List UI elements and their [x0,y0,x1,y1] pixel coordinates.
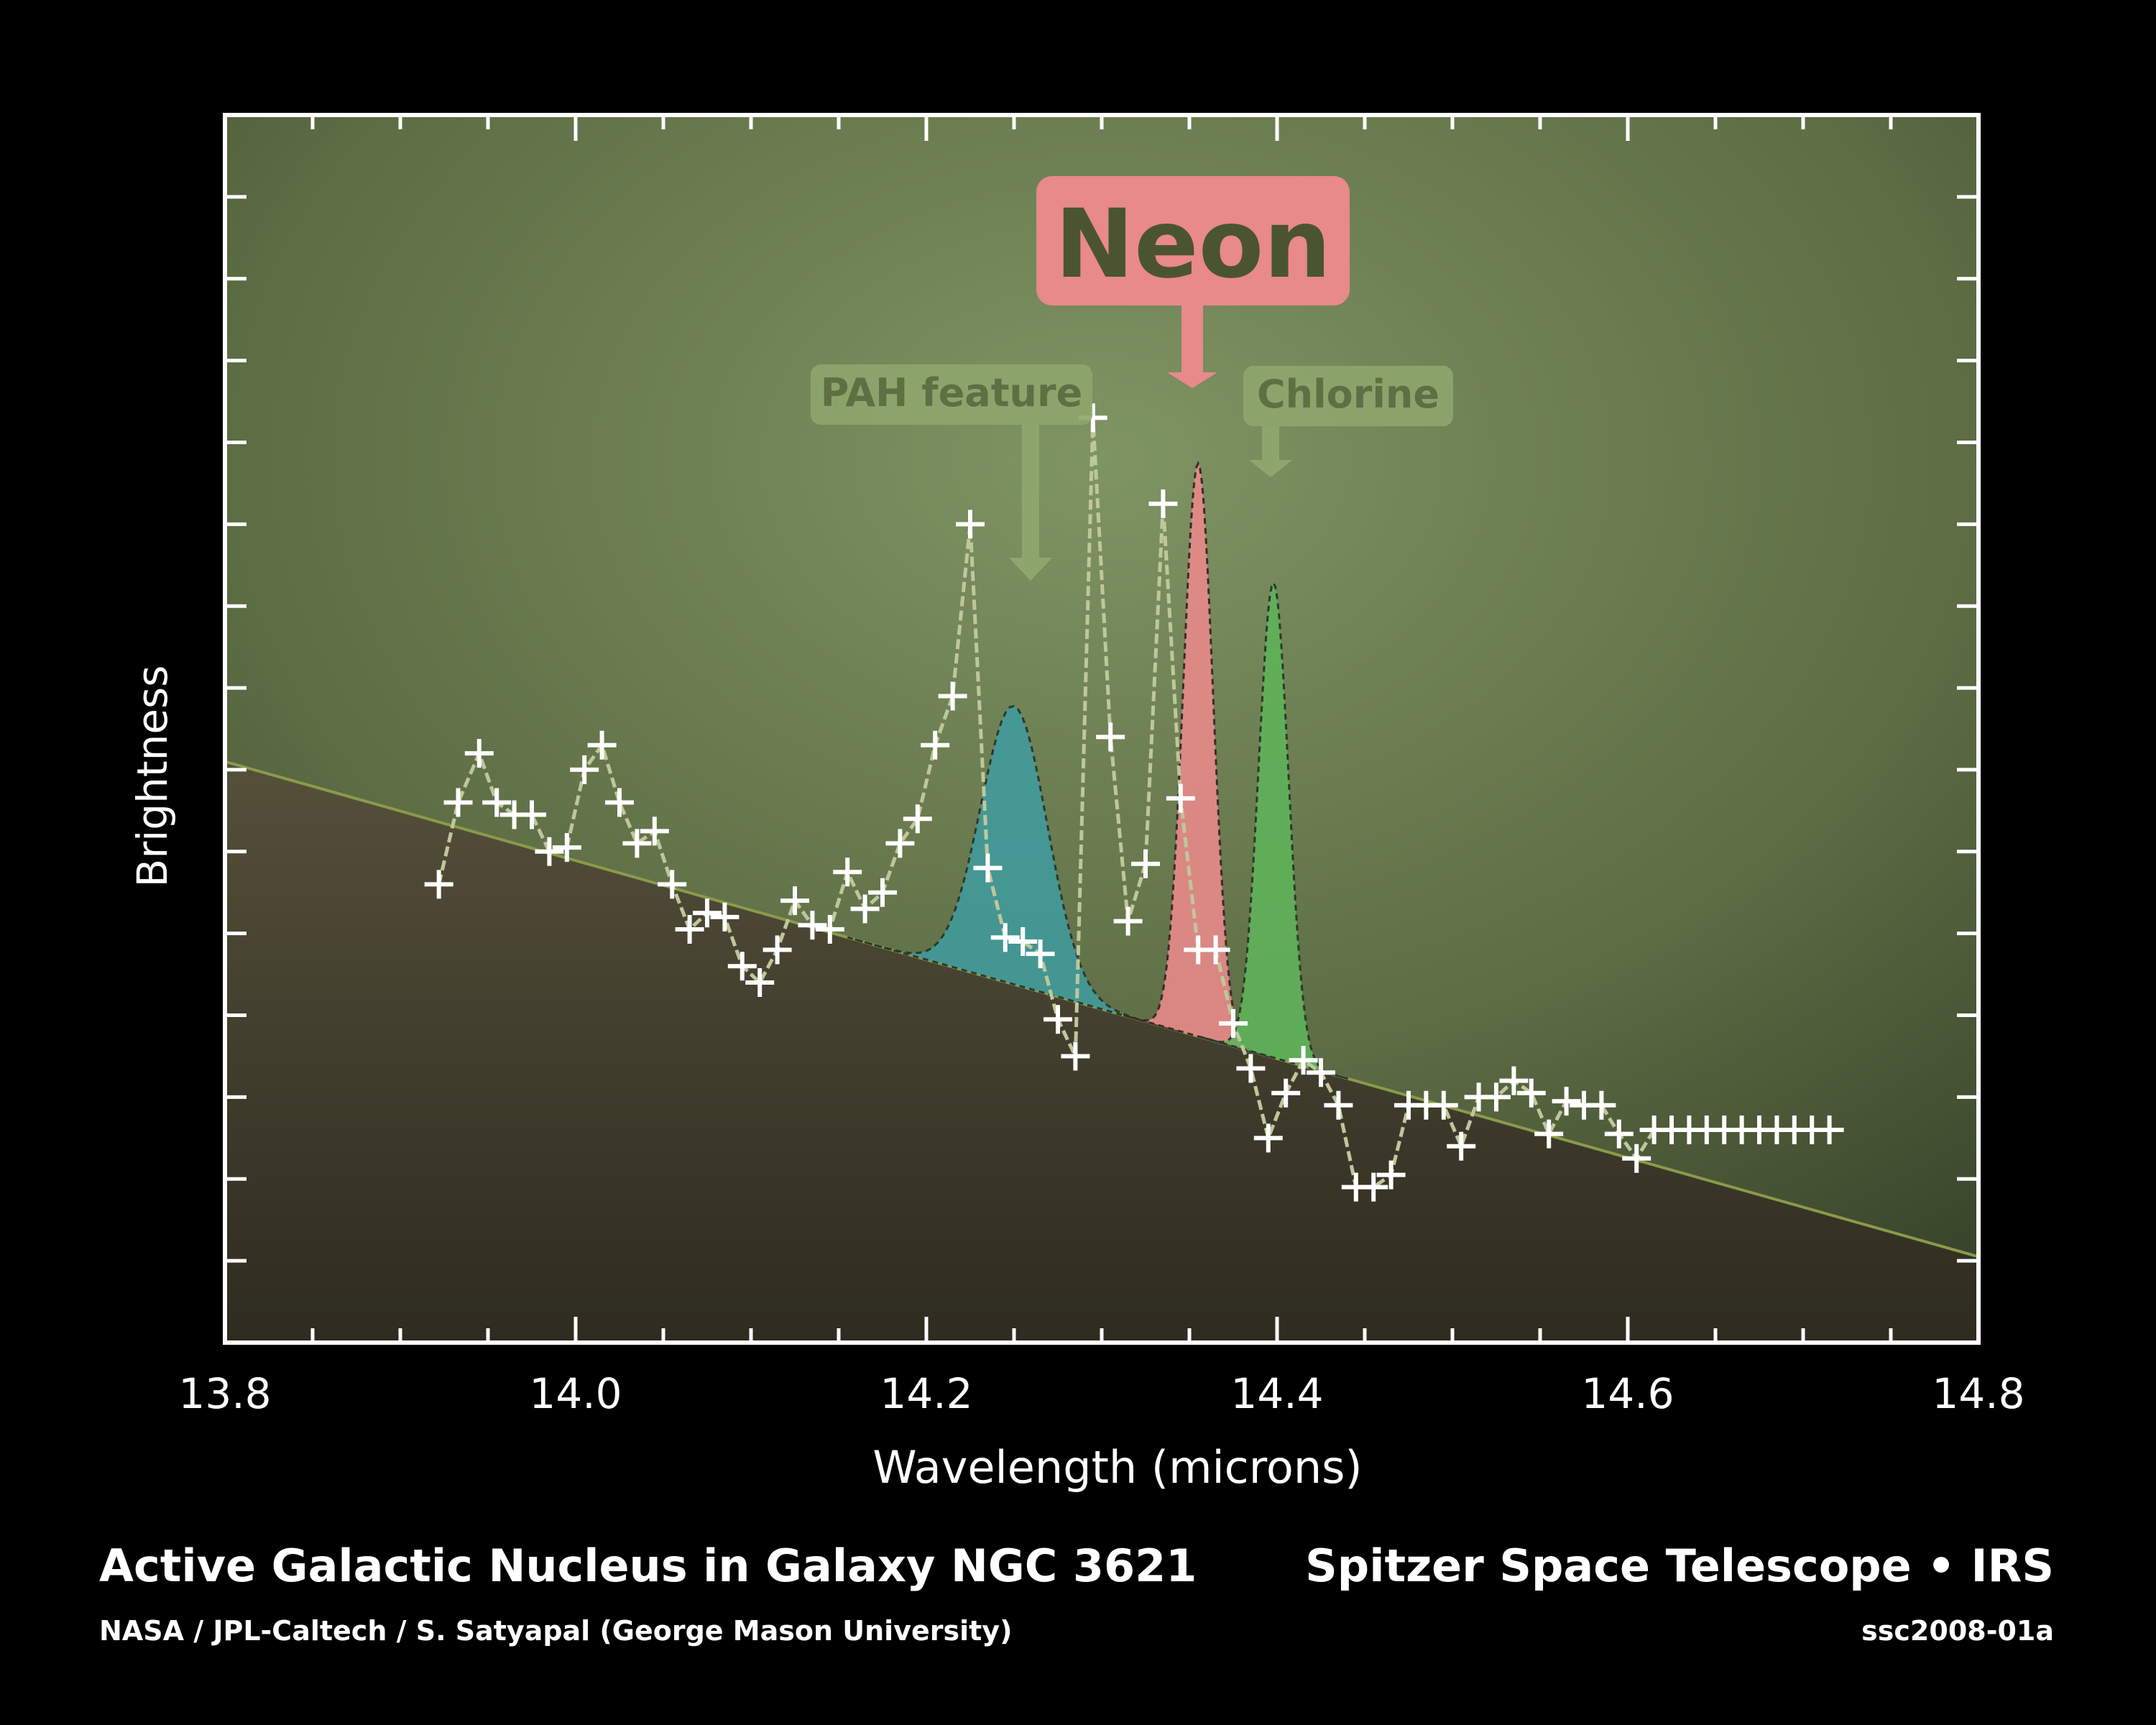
data-point [1307,1058,1335,1087]
data-point [535,837,564,866]
neon-callout: Neon [1036,176,1350,388]
data-point [956,510,985,539]
data-point [1447,1131,1476,1161]
image-title: Active Galactic Nucleus in Galaxy NGC 36… [99,1540,1197,1592]
chlorine-callout: Chlorine [1243,366,1453,477]
axis-ticks [223,113,1981,1345]
data-point [938,681,967,711]
data-point [1359,1172,1388,1202]
data-point [798,911,827,940]
continuum-fill [225,761,1978,1343]
data-point [1219,1008,1248,1038]
data-point [1482,1082,1511,1112]
data-point [605,788,634,817]
data-point [1131,849,1160,878]
data-point [710,902,740,932]
data-point [658,870,687,899]
data-point [1815,1115,1844,1144]
data-point [675,914,704,944]
pah-feature-callout: PAH feature [811,364,1092,581]
data-point [990,923,1020,952]
data-point [517,800,546,829]
data-point [885,829,915,858]
x-axis-label: Wavelength (microns) [872,1441,1363,1494]
data-point [1534,1119,1564,1149]
data-point [464,739,494,768]
image-id: ssc2008-01a [1861,1615,2054,1647]
data-point [1044,1005,1072,1034]
data-point [1622,1144,1651,1173]
data-point [780,886,809,916]
data-point [622,829,652,858]
data-point [903,804,932,834]
data-point [850,894,880,924]
data-point [1376,1160,1406,1190]
x-tick-label: 14.8 [1932,1369,2025,1418]
chlorine-label: Chlorine [1257,372,1439,417]
data-point [1113,906,1143,936]
data-point [1026,939,1055,969]
data-point [1587,1090,1616,1120]
data-point [482,788,512,817]
data-point [552,833,581,862]
mission-label: Spitzer Space Telescope • IRS [1305,1540,2054,1592]
data-point [1201,935,1230,965]
data-point [868,878,897,907]
image-credit: NASA / JPL-Caltech / S. Satyapal (George… [99,1615,1013,1647]
data-point [1552,1087,1581,1116]
data-point [1429,1090,1458,1120]
data-point [1096,722,1125,752]
data-point [1604,1119,1634,1149]
data-point [1499,1066,1529,1095]
data-point [1148,489,1178,518]
y-axis-label: Brightness [128,665,177,888]
data-point [763,935,792,965]
data-point [1324,1090,1353,1120]
x-tick-label: 14.2 [880,1369,973,1418]
data-point [1253,1123,1283,1153]
plot-frame [223,113,1981,1345]
data-point [727,952,757,981]
neon-label: Neon [1055,189,1332,300]
data-point [745,967,775,997]
data-point [1271,1078,1301,1108]
data-point [1061,1041,1090,1071]
data-point [1008,927,1038,957]
data-point [973,853,1003,883]
data-point [570,755,599,784]
data-point [921,730,950,760]
x-tick-label: 13.8 [178,1369,272,1418]
pah-feature-area [847,704,1181,1033]
x-tick-label: 14.4 [1230,1369,1324,1418]
data-point [1289,1046,1318,1075]
data-point [443,788,473,817]
data-point [587,730,617,760]
pah-feature-label: PAH feature [821,370,1082,415]
data-point [833,857,862,887]
data-point [424,870,453,899]
spectrum-line [437,418,1830,1190]
neon-feature-area [1123,460,1273,1059]
chlorine-feature-area [1198,580,1349,1080]
x-tick-label: 14.6 [1581,1369,1674,1418]
data-point [693,898,722,928]
data-point [815,914,844,944]
data-points [424,403,1844,1202]
data-point [1166,783,1195,813]
data-point [1516,1078,1546,1108]
data-point [1236,1054,1266,1083]
data-point [640,816,669,846]
x-tick-label: 14.0 [529,1369,622,1418]
